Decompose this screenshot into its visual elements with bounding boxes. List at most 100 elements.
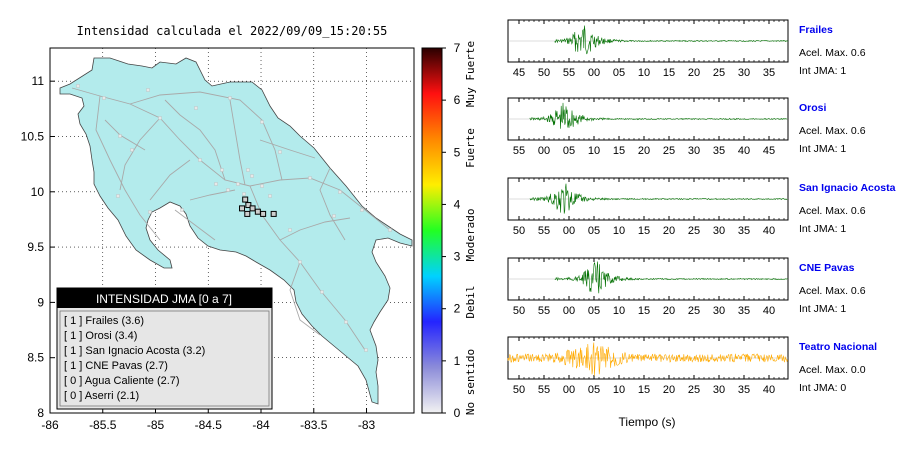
legend-item: [ 1 ] CNE Pavas (2.7) xyxy=(64,360,168,372)
town-marker xyxy=(298,260,302,264)
waveform-tick-label: 55 xyxy=(538,384,550,396)
road-line xyxy=(95,95,161,241)
town-marker xyxy=(242,192,246,196)
road-line xyxy=(174,209,216,241)
town-marker xyxy=(118,134,122,138)
map-title: Intensidad calculada el 2022/09/09_15:20… xyxy=(77,24,388,38)
map-ytick-label: 9.5 xyxy=(27,240,44,254)
waveform-tick-label: 05 xyxy=(613,67,625,79)
legend-header xyxy=(57,288,272,308)
colorbar-tick-label: 4 xyxy=(454,197,461,211)
map-ytick-label: 10 xyxy=(31,185,45,199)
waveform-tick-label: 40 xyxy=(763,384,775,396)
waveform-tick-label: 45 xyxy=(513,67,525,79)
waveform-panel: 45 50 55 00 05 10 15 20 25 30 35 Frailes Acel. Max. … xyxy=(507,19,866,79)
town-marker xyxy=(320,290,324,294)
waveform-tick-label: 00 xyxy=(563,225,575,237)
town-marker xyxy=(338,190,342,194)
waveform-tick-label: 35 xyxy=(738,384,750,396)
town-marker xyxy=(180,208,184,212)
road-line xyxy=(259,139,316,159)
waveform-trace xyxy=(529,183,788,214)
map-ytick-label: 8.5 xyxy=(27,351,44,365)
waveform-tick-label: 35 xyxy=(738,225,750,237)
colorbar-tick-label: 6 xyxy=(454,93,461,107)
waveform-tick-label: 00 xyxy=(538,145,550,157)
road-line xyxy=(289,261,321,336)
station-marker xyxy=(242,196,249,203)
road-line xyxy=(249,177,391,231)
waveform-tick-label: 05 xyxy=(588,305,600,317)
map-y-axis: 11 10.5 10 9.5 9 8.5 8 xyxy=(21,74,55,420)
waveform-tick-label: 35 xyxy=(763,67,775,79)
town-marker xyxy=(308,176,312,180)
legend-item: [ 1 ] Orosi (3.4) xyxy=(64,330,137,342)
station-marker xyxy=(239,205,246,212)
waveform-tick-label: 10 xyxy=(588,145,600,157)
station-marker xyxy=(245,202,252,209)
waveform-tick-label: 40 xyxy=(763,305,775,317)
colorbar-ticks: 0 1 2 3 4 5 6 7 xyxy=(442,41,461,420)
waveform-tick-label: 25 xyxy=(688,384,700,396)
waveform-tick-label: 10 xyxy=(613,225,625,237)
waveform-panel: 50 55 00 05 10 15 20 25 30 35 40 CNE Pavas Acel. Max… xyxy=(507,257,866,317)
legend-items: [ 1 ] Frailes (3.6) [ 1 ] Orosi (3.4) [ 1 … xyxy=(64,315,205,402)
waveform-tick-label: 15 xyxy=(638,225,650,237)
town-marker xyxy=(116,194,120,198)
town-markers xyxy=(76,84,392,352)
waveform-tick-label: 20 xyxy=(638,145,650,157)
map-xtick-label: -84.5 xyxy=(195,418,223,432)
station-name: Frailes xyxy=(799,24,833,36)
colorbar-category-label: Muy Fuerte xyxy=(464,41,477,107)
map-panel: -86 -85.5 -85 -84.5 -84 -83.5 -83 11 10.5 10 9.5 9… xyxy=(21,47,415,432)
station-marker xyxy=(244,210,251,217)
waveform-trace xyxy=(507,342,788,376)
waveform-tick-label: 05 xyxy=(588,225,600,237)
station-name: Teatro Nacional xyxy=(799,341,877,353)
waveform-panels: 45 50 55 00 05 10 15 20 25 30 35 Frailes Acel. Max. … xyxy=(507,19,896,396)
town-marker xyxy=(288,228,292,232)
waveform-tick-label: 20 xyxy=(663,305,675,317)
legend-inner-frame xyxy=(59,310,270,407)
waveform-trace xyxy=(554,261,788,294)
station-accel: Acel. Max. 0.6 xyxy=(799,125,866,137)
town-marker xyxy=(388,228,392,232)
colorbar-tick-label: 1 xyxy=(454,354,461,368)
map-xtick-label: -86 xyxy=(41,418,59,432)
intensity-colorbar: 0 1 2 3 4 5 6 7 No sentido Debil Moderado Fuerte Mu… xyxy=(421,41,477,420)
station-marker xyxy=(254,208,261,215)
road-line xyxy=(229,99,246,186)
waveform-tick-label: 15 xyxy=(638,305,650,317)
colorbar-category-labels: No sentido Debil Moderado Fuerte Muy Fuerte xyxy=(464,41,477,415)
town-marker xyxy=(250,174,254,178)
colorbar-tick-label: 0 xyxy=(454,406,461,420)
colorbar-category-label: Moderado xyxy=(464,209,477,262)
waveform-tick-label: 30 xyxy=(688,145,700,157)
town-marker xyxy=(146,88,150,92)
colorbar-scale xyxy=(421,47,443,414)
station-marker xyxy=(260,210,267,217)
waveform-tick-label: 40 xyxy=(738,145,750,157)
waveform-tick-label: 50 xyxy=(513,225,525,237)
map-ytick-label: 11 xyxy=(32,74,45,88)
road-line xyxy=(279,217,351,241)
waveform-tick-label: 20 xyxy=(663,225,675,237)
road-line xyxy=(164,99,226,181)
station-accel: Acel. Max. 0.0 xyxy=(799,364,866,376)
waveform-tick-label: 15 xyxy=(638,384,650,396)
map-xtick-label: -85.5 xyxy=(89,418,117,432)
town-marker xyxy=(344,320,348,324)
waveform-tick-label: 00 xyxy=(563,305,575,317)
town-marker xyxy=(214,182,218,186)
map-frame xyxy=(49,47,415,414)
town-marker xyxy=(130,148,134,152)
legend-item: [ 1 ] San Ignacio Acosta (3.2) xyxy=(64,345,205,357)
waveform-tick-label: 00 xyxy=(588,67,600,79)
colorbar-tick-label: 2 xyxy=(454,302,461,316)
town-marker xyxy=(268,194,272,198)
station-jma: Int JMA: 1 xyxy=(799,65,846,77)
waveform-tick-label: 55 xyxy=(563,67,575,79)
map-ytick-label: 9 xyxy=(37,295,44,309)
station-name: San Ignacio Acosta xyxy=(799,182,896,194)
legend-item: [ 0 ] Aserri (2.1) xyxy=(64,390,139,402)
